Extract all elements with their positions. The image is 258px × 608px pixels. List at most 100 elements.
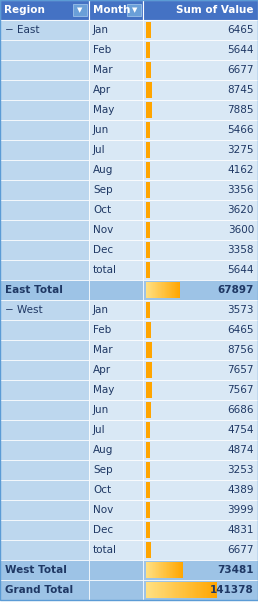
Bar <box>148 502 149 518</box>
Bar <box>148 62 149 78</box>
Bar <box>150 562 151 578</box>
Bar <box>89 480 143 500</box>
Bar <box>0 160 89 180</box>
Bar <box>149 122 150 138</box>
Bar <box>175 582 177 598</box>
Bar <box>148 142 149 158</box>
Bar <box>168 282 170 298</box>
Bar <box>143 540 258 560</box>
Bar <box>148 262 149 278</box>
Bar <box>147 222 148 238</box>
Bar <box>150 62 151 78</box>
Bar <box>149 382 150 398</box>
Bar <box>89 60 143 80</box>
Bar <box>149 302 150 318</box>
Bar <box>148 402 149 418</box>
Bar <box>148 502 149 518</box>
Bar <box>147 22 148 38</box>
Bar <box>146 282 147 298</box>
Bar <box>147 142 148 158</box>
Bar <box>149 462 150 478</box>
Bar <box>150 22 151 38</box>
Bar <box>0 320 89 340</box>
Bar <box>149 382 150 398</box>
Text: 4874: 4874 <box>228 445 254 455</box>
Bar <box>170 282 171 298</box>
Text: 6465: 6465 <box>228 325 254 335</box>
Bar <box>148 482 149 498</box>
Bar <box>147 162 148 178</box>
Bar <box>149 502 150 518</box>
Bar <box>148 322 149 338</box>
Bar <box>148 122 149 138</box>
Bar <box>147 62 148 78</box>
Bar <box>147 122 148 138</box>
Text: 8756: 8756 <box>228 345 254 355</box>
Bar <box>158 562 159 578</box>
Bar <box>149 102 150 118</box>
Bar <box>149 142 150 158</box>
Bar <box>146 462 147 478</box>
Bar <box>146 582 148 598</box>
Bar <box>146 42 147 58</box>
Bar <box>148 122 149 138</box>
Bar <box>148 22 149 38</box>
Bar <box>150 62 151 78</box>
Bar <box>146 442 147 458</box>
Bar <box>149 382 150 398</box>
Bar <box>147 402 148 418</box>
Bar <box>148 262 149 278</box>
Bar <box>164 562 165 578</box>
Text: West Total: West Total <box>5 565 67 575</box>
Bar <box>149 362 150 378</box>
Bar <box>149 482 150 498</box>
Bar <box>148 22 149 38</box>
Bar <box>149 102 150 118</box>
Bar <box>149 22 150 38</box>
Bar <box>147 542 148 558</box>
Bar <box>147 262 148 278</box>
Bar <box>148 362 149 378</box>
Bar <box>149 242 150 258</box>
Bar <box>146 102 147 118</box>
Bar <box>148 222 149 238</box>
Bar <box>148 502 149 518</box>
Text: Jul: Jul <box>93 145 106 155</box>
Bar <box>89 400 143 420</box>
Bar <box>151 342 152 358</box>
Bar <box>147 342 148 358</box>
Bar <box>147 342 148 358</box>
Bar <box>147 22 148 38</box>
Bar <box>178 282 179 298</box>
Bar <box>183 582 185 598</box>
Bar <box>206 582 207 598</box>
Bar <box>147 582 149 598</box>
Bar <box>179 282 180 298</box>
Bar <box>143 380 258 400</box>
Bar <box>147 402 148 418</box>
Bar <box>89 580 143 600</box>
Bar <box>148 382 149 398</box>
Bar <box>147 562 148 578</box>
Bar <box>148 42 149 58</box>
Bar <box>147 422 148 438</box>
Text: Mar: Mar <box>93 65 113 75</box>
Bar <box>146 22 147 38</box>
Bar <box>143 280 258 300</box>
Bar <box>148 522 149 538</box>
Bar <box>147 182 148 198</box>
Bar <box>146 62 147 78</box>
Bar <box>147 322 148 338</box>
Bar <box>146 442 147 458</box>
Bar <box>149 42 150 58</box>
Bar <box>197 582 199 598</box>
Bar <box>148 302 149 318</box>
Bar <box>164 562 165 578</box>
Bar <box>170 582 171 598</box>
Text: 3253: 3253 <box>228 465 254 475</box>
Bar <box>149 82 150 98</box>
Bar <box>148 22 149 38</box>
Bar <box>148 42 149 58</box>
Bar <box>149 262 150 278</box>
Bar <box>0 40 89 60</box>
